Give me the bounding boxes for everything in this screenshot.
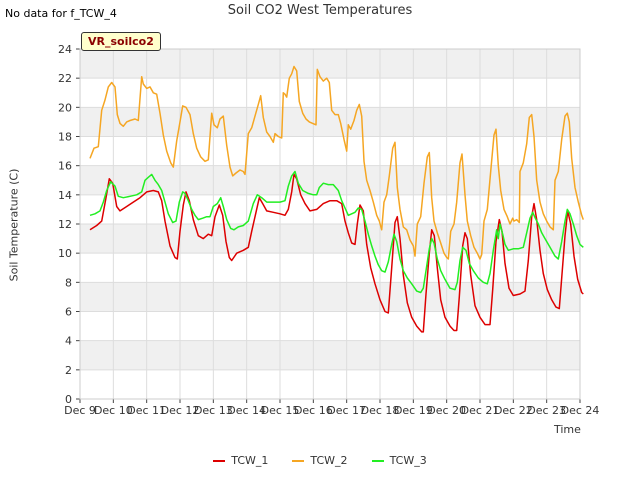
- x-tick-label: Dec 10: [94, 404, 133, 417]
- x-tick-label: Dec 21: [461, 404, 500, 417]
- legend-label-tcw3: TCW_3: [389, 454, 427, 467]
- x-tick-label: Dec 15: [261, 404, 300, 417]
- x-tick-label: Dec 19: [394, 404, 433, 417]
- legend-label-tcw1: TCW_1: [231, 454, 269, 467]
- x-tick-label: Dec 17: [327, 404, 366, 417]
- legend-swatch-tcw2: [292, 459, 305, 462]
- chart-title: Soil CO2 West Temperatures: [227, 3, 413, 18]
- series-lines: [89, 65, 585, 333]
- legend-label-tcw2: TCW_2: [310, 454, 348, 467]
- y-tick-label: 14: [58, 189, 72, 202]
- background-bands: [80, 49, 580, 370]
- no-data-notice: No data for f_TCW_4: [5, 7, 117, 20]
- x-axis-label: Time: [554, 423, 581, 436]
- y-tick-label: 2: [65, 364, 72, 377]
- legend-swatch-tcw3: [371, 459, 384, 462]
- x-tick-label: Dec 18: [361, 404, 400, 417]
- series-line-tcw3: [89, 170, 584, 294]
- y-tick-label: 12: [58, 218, 72, 231]
- legend-swatch-tcw1: [213, 459, 226, 462]
- background-band: [80, 340, 580, 370]
- background-band: [80, 49, 580, 79]
- y-tick-label: 22: [58, 72, 72, 85]
- x-tick-label: Dec 20: [427, 404, 466, 417]
- y-tick-label: 16: [58, 160, 72, 173]
- legend: TCW_1 TCW_2 TCW_3: [0, 454, 640, 467]
- background-band: [80, 107, 580, 137]
- x-tick-label: Dec 24: [561, 404, 600, 417]
- background-band: [80, 165, 580, 195]
- legend-item-tcw1: TCW_1: [213, 454, 268, 467]
- x-tick-label: Dec 12: [161, 404, 200, 417]
- plot-frame: [79, 48, 581, 400]
- y-axis-label: Soil Temperature (C): [7, 168, 21, 282]
- y-tick-label: 10: [58, 247, 72, 260]
- x-tick-label: Dec 13: [194, 404, 233, 417]
- x-tick-label: Dec 23: [527, 404, 566, 417]
- y-tick-label: 24: [58, 43, 72, 56]
- x-tick-label: Dec 9: [64, 404, 96, 417]
- legend-item-tcw3: TCW_3: [371, 454, 427, 467]
- y-tick-label: 20: [58, 101, 72, 114]
- x-tick-label: Dec 14: [227, 404, 266, 417]
- y-tick-label: 18: [58, 131, 72, 144]
- x-tick-label: Dec 22: [494, 404, 533, 417]
- y-tick-label: 4: [65, 335, 72, 348]
- legend-item-tcw2: TCW_2: [292, 454, 348, 467]
- x-tick-label: Dec 16: [294, 404, 333, 417]
- y-tick-label: 0: [65, 393, 72, 406]
- y-tick-label: 8: [65, 276, 72, 289]
- site-badge: VR_soilco2: [81, 32, 161, 51]
- y-tick-label: 6: [65, 306, 72, 319]
- x-tick-label: Dec 11: [127, 404, 166, 417]
- series-line-tcw2: [89, 65, 585, 260]
- background-band: [80, 282, 580, 312]
- background-band: [80, 224, 580, 254]
